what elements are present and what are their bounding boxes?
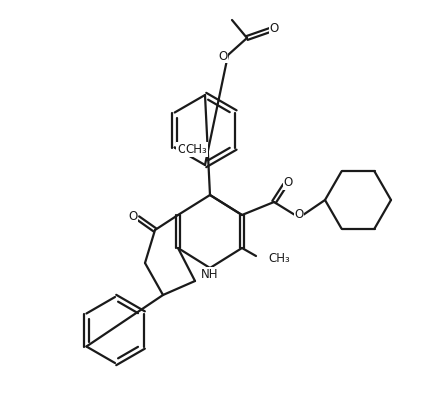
Text: NH: NH <box>201 267 219 281</box>
Text: O: O <box>294 209 304 222</box>
Text: O: O <box>218 49 228 62</box>
Text: O: O <box>128 209 138 222</box>
Text: CH₃: CH₃ <box>186 143 208 156</box>
Text: CH₃: CH₃ <box>268 252 290 265</box>
Text: O: O <box>283 176 293 189</box>
Text: O: O <box>269 23 279 35</box>
Text: O: O <box>177 143 187 156</box>
